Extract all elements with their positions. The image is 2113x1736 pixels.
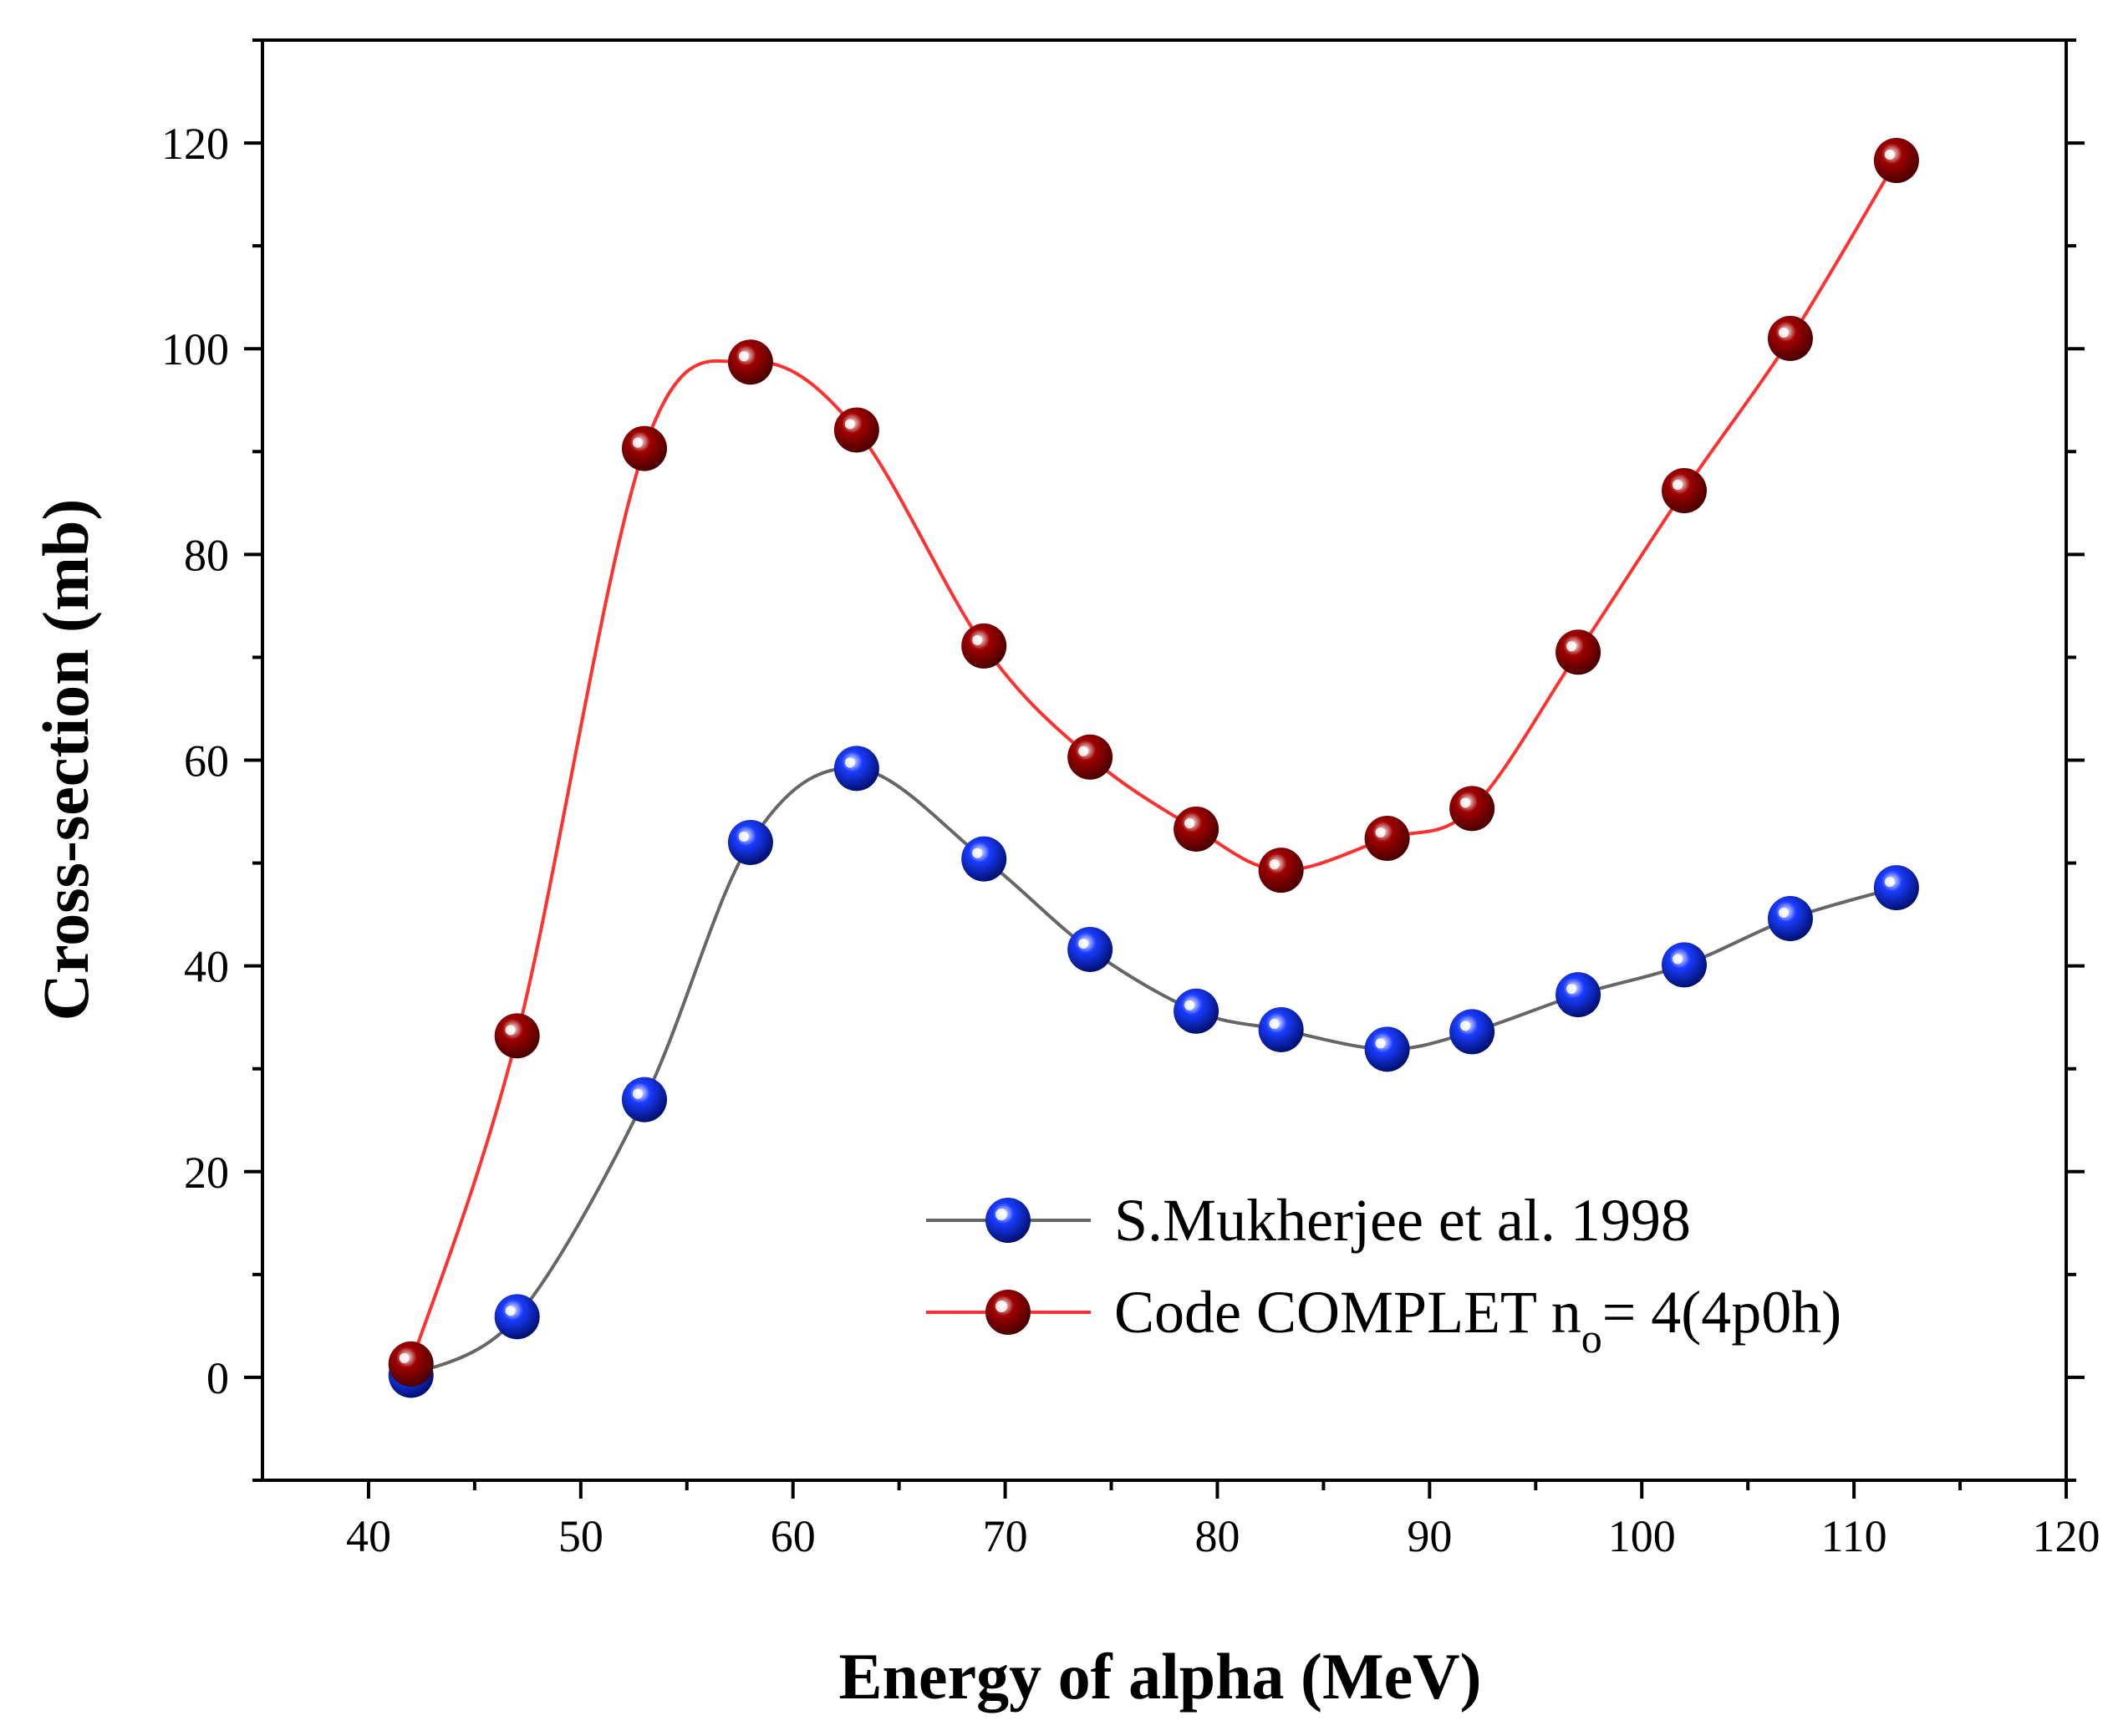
data-point-highlight [1884,877,1895,888]
x-tick-label: 70 [983,1511,1028,1561]
data-point-highlight [738,831,749,842]
y-tick-label: 40 [184,942,229,992]
data-point-s2-11 [1449,786,1495,832]
data-point-highlight [632,437,643,448]
x-tick-label: 100 [1608,1511,1676,1561]
y-tick-label: 20 [184,1148,229,1198]
y-tick-label: 120 [161,119,229,169]
legend-marker-1 [985,1198,1031,1243]
series-line-2 [409,159,1898,1365]
legend-label-2-subscript: o [1581,1315,1602,1362]
plot-frame [261,38,2068,1482]
data-point-highlight [1269,859,1280,870]
data-point-s1-9 [1258,1006,1304,1052]
y-tick-label: 60 [184,736,229,787]
x-tick-label: 90 [1407,1511,1452,1561]
data-point-highlight [1460,1021,1471,1031]
data-point-highlight [505,1025,516,1036]
legend-label-1: S.Mukherjee et al. 1998 [1114,1187,1691,1254]
data-point-s2-4 [727,339,773,385]
data-point-s1-5 [833,746,879,792]
x-tick-label: 60 [771,1511,816,1561]
x-tick-label: 110 [1821,1511,1887,1561]
data-point-s1-14 [1767,896,1813,942]
y-tick-label: 100 [161,324,229,374]
legend-marker-2 [985,1290,1031,1335]
axes: 40 50 60 70 80 90 100 110 120 0 20 40 60 80 100 120 [161,38,2100,1561]
data-point-s2-2 [494,1013,540,1059]
data-point-highlight [1460,797,1471,808]
data-point-s2-9 [1258,848,1304,893]
legend-marker-1-highlight [995,1209,1007,1220]
legend: S.Mukherjee et al. 1998 Code COMPLET no=… [926,1187,1841,1362]
series-markers [388,137,1919,1398]
data-point-s1-4 [727,819,773,865]
data-point-highlight [1778,327,1789,338]
data-point-highlight [1375,1038,1386,1049]
data-point-highlight [1566,641,1577,652]
data-point-highlight [972,634,983,645]
legend-label-2: Code COMPLET no= 4(4p0h) [1114,1279,1841,1362]
y-tick-label: 80 [184,530,229,580]
data-point-highlight [1184,817,1195,828]
data-point-highlight [1566,984,1577,995]
x-tick-label: 80 [1194,1511,1240,1561]
data-point-s2-13 [1662,468,1708,514]
data-point-highlight [399,1352,410,1363]
data-point-highlight [1778,908,1789,919]
legend-entry: S.Mukherjee et al. 1998 [926,1187,1691,1254]
data-point-highlight [844,419,855,430]
data-point-highlight [1673,480,1683,491]
legend-marker-2-highlight [995,1301,1007,1312]
data-point-s2-15 [1873,137,1919,183]
data-point-s1-6 [961,836,1007,882]
y-tick-label: 0 [206,1353,229,1403]
data-point-s1-12 [1555,972,1601,1018]
x-axis-title: Energy of alpha (MeV) [838,1640,1481,1713]
data-point-highlight [1375,827,1386,838]
data-point-s1-2 [494,1294,540,1340]
data-point-highlight [1184,1000,1195,1011]
x-tick-label: 50 [558,1511,603,1561]
data-point-s2-6 [961,623,1007,669]
data-point-highlight [1078,938,1089,949]
data-point-highlight [738,351,749,362]
data-point-s2-5 [833,407,879,453]
x-tick-label: 120 [2033,1511,2100,1561]
legend-entry: Code COMPLET no= 4(4p0h) [926,1279,1841,1362]
data-point-s1-8 [1174,988,1219,1034]
data-point-s2-3 [621,425,667,471]
data-point-highlight [844,757,855,768]
data-point-s2-14 [1767,315,1813,361]
data-point-highlight [1884,149,1895,160]
data-point-s1-10 [1364,1026,1410,1072]
data-point-highlight [505,1306,516,1316]
y-axis-title: Cross-section (mb) [29,499,102,1021]
data-point-highlight [972,848,983,858]
data-point-s2-10 [1364,816,1410,862]
data-point-highlight [632,1088,643,1099]
data-point-s1-15 [1873,865,1919,911]
data-point-s1-13 [1662,942,1708,988]
data-point-s1-11 [1449,1009,1495,1055]
data-point-s2-7 [1067,734,1113,780]
data-point-highlight [1269,1018,1280,1029]
data-point-s2-8 [1174,806,1219,852]
legend-label-2-main: Code COMPLET n [1114,1279,1581,1346]
data-point-s2-12 [1555,629,1601,675]
data-point-s1-7 [1067,926,1113,972]
data-point-highlight [1078,746,1089,756]
data-point-s1-3 [621,1077,667,1123]
x-tick-label: 40 [346,1511,391,1561]
data-point-s2-1 [388,1341,434,1387]
legend-label-2-suffix: = 4(4p0h) [1602,1279,1842,1346]
data-point-highlight [1673,954,1683,965]
